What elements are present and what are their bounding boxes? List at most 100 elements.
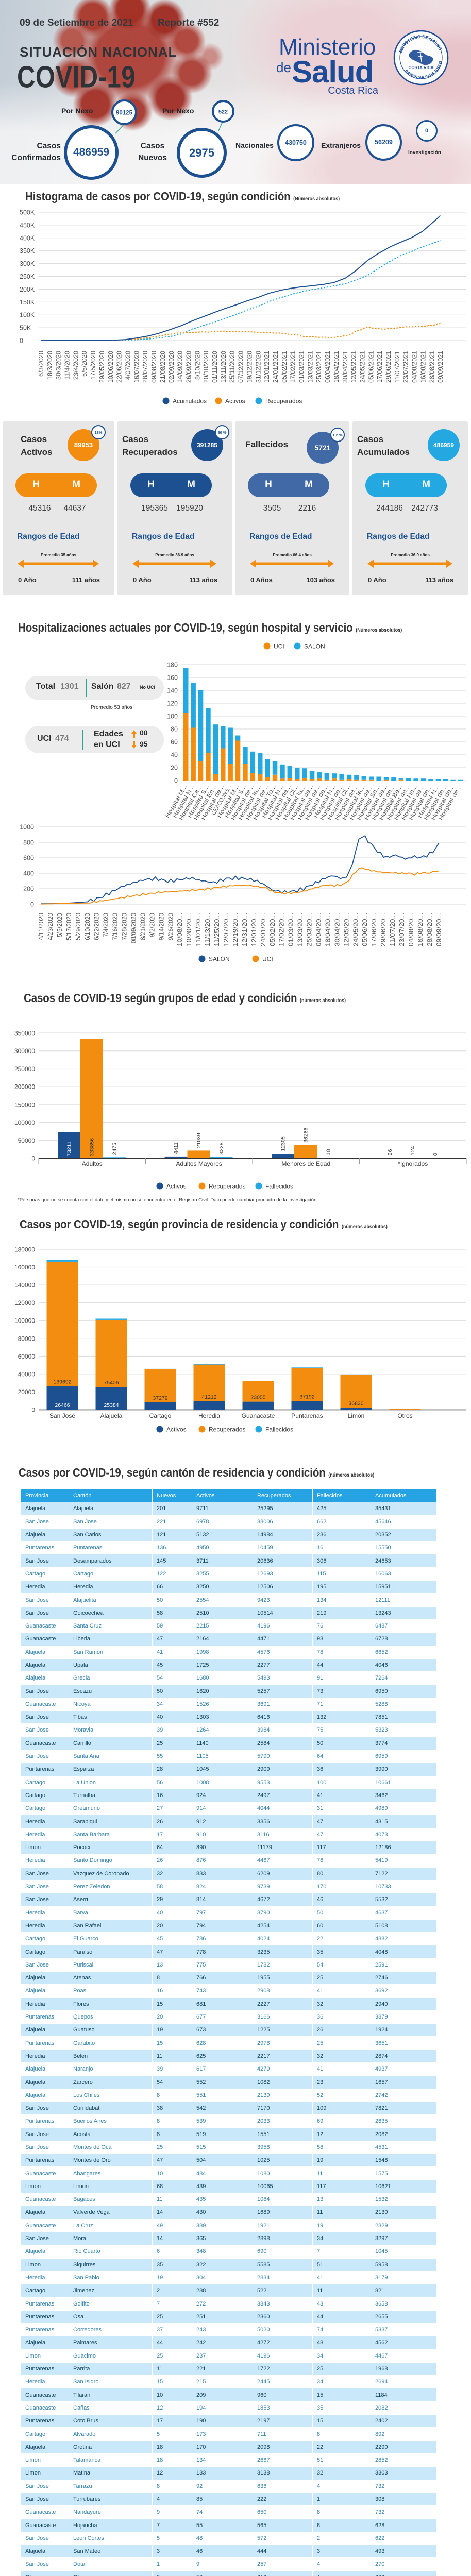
svg-text:4/23/2020: 4/23/2020 <box>47 913 54 940</box>
svg-text:4/11/2020: 4/11/2020 <box>38 913 45 940</box>
svg-text:28/07/2020: 28/07/2020 <box>141 351 149 383</box>
svg-text:200K: 200K <box>20 286 35 293</box>
svg-text:11/4/2020: 11/4/2020 <box>63 351 71 380</box>
svg-text:17/06/20...: 17/06/20... <box>371 913 378 946</box>
svg-text:Activos: Activos <box>166 1183 187 1190</box>
svg-text:400: 400 <box>23 870 34 877</box>
svg-text:0: 0 <box>31 1155 35 1162</box>
svg-text:22/06/2020: 22/06/2020 <box>115 351 123 383</box>
svg-text:21039: 21039 <box>196 1133 202 1148</box>
svg-text:9/26/2020: 9/26/2020 <box>167 913 174 940</box>
svg-text:12/01/2021: 12/01/2021 <box>263 351 271 383</box>
svg-text:522: 522 <box>218 109 228 115</box>
svg-text:31/12/2020: 31/12/2020 <box>254 351 262 383</box>
svg-text:5/17/2020: 5/17/2020 <box>65 913 73 940</box>
svg-text:6/22/2020: 6/22/2020 <box>93 913 100 940</box>
svg-text:12/01/20...: 12/01/20... <box>250 913 258 946</box>
svg-text:500K: 500K <box>20 209 35 216</box>
svg-text:SALÓN: SALÓN <box>304 642 325 650</box>
svg-text:Adultos: Adultos <box>82 1160 103 1167</box>
svg-text:19/12/2020: 19/12/2020 <box>245 351 253 383</box>
svg-text:100: 100 <box>167 713 178 720</box>
svg-text:180000: 180000 <box>14 1246 35 1253</box>
svg-text:9/2/2020: 9/2/2020 <box>148 913 156 937</box>
svg-text:Puntarenas: Puntarenas <box>291 1412 323 1419</box>
svg-text:5/5/2020: 5/5/2020 <box>80 351 88 377</box>
svg-text:350K: 350K <box>20 247 35 255</box>
svg-text:7/4/2020: 7/4/2020 <box>103 913 110 937</box>
svg-text:25/03/20...: 25/03/20... <box>306 913 313 946</box>
svg-text:2475: 2475 <box>112 1143 118 1155</box>
svg-text:29/05/2020: 29/05/2020 <box>98 351 106 383</box>
svg-text:13/11/2020: 13/11/2020 <box>220 351 227 383</box>
svg-text:20/10/2020: 20/10/2020 <box>202 351 210 383</box>
svg-text:40000: 40000 <box>18 1370 36 1378</box>
svg-text:41212: 41212 <box>201 1394 216 1400</box>
svg-text:11/07/2021: 11/07/2021 <box>393 351 401 383</box>
svg-text:16/08/2021: 16/08/2021 <box>419 351 427 383</box>
svg-text:150000: 150000 <box>14 1101 35 1108</box>
svg-text:24/01/20...: 24/01/20... <box>260 913 267 946</box>
svg-text:5/5/2020: 5/5/2020 <box>56 913 63 937</box>
svg-text:120000: 120000 <box>14 1299 35 1307</box>
svg-text:1000: 1000 <box>20 824 34 831</box>
svg-text:Cartago: Cartago <box>149 1412 172 1419</box>
svg-text:UCI: UCI <box>274 643 284 650</box>
svg-text:18: 18 <box>326 1149 332 1155</box>
svg-text:140: 140 <box>167 687 178 694</box>
svg-text:150K: 150K <box>20 299 35 306</box>
svg-text:100000: 100000 <box>14 1317 35 1325</box>
svg-text:28/08/20...: 28/08/20... <box>426 913 433 946</box>
svg-text:26: 26 <box>387 1149 393 1155</box>
svg-text:17/06/2021: 17/06/2021 <box>376 351 383 383</box>
svg-text:Activos: Activos <box>166 1426 187 1433</box>
svg-text:05/02/20...: 05/02/20... <box>269 913 276 946</box>
svg-text:100000: 100000 <box>14 1119 35 1126</box>
svg-text:18/3/2020: 18/3/2020 <box>46 351 54 380</box>
svg-text:12/31/20...: 12/31/20... <box>241 913 248 946</box>
svg-text:30/04/2021: 30/04/2021 <box>341 351 349 383</box>
svg-text:26466: 26466 <box>55 1402 70 1409</box>
svg-text:San José: San José <box>49 1412 75 1419</box>
svg-text:73211: 73211 <box>66 1141 73 1156</box>
svg-text:16/07/2020: 16/07/2020 <box>132 351 140 383</box>
svg-text:20000: 20000 <box>18 1388 36 1396</box>
svg-text:Recuperados: Recuperados <box>209 1183 245 1190</box>
svg-text:24/01/2021: 24/01/2021 <box>272 351 279 383</box>
svg-text:80: 80 <box>171 726 178 733</box>
svg-text:12/19/20...: 12/19/20... <box>232 913 239 946</box>
svg-text:0: 0 <box>31 1406 35 1414</box>
svg-text:60: 60 <box>171 739 178 746</box>
svg-text:25384: 25384 <box>104 1402 119 1409</box>
svg-text:*Ignorados: *Ignorados <box>398 1160 428 1167</box>
svg-text:06/04/20...: 06/04/20... <box>315 913 323 946</box>
svg-text:23/07/20...: 23/07/20... <box>398 913 406 946</box>
svg-text:40: 40 <box>171 752 178 759</box>
svg-text:Guanacaste: Guanacaste <box>242 1412 275 1419</box>
svg-text:21/08/2020: 21/08/2020 <box>159 351 166 383</box>
svg-text:60000: 60000 <box>18 1353 36 1360</box>
svg-text:23055: 23055 <box>250 1395 265 1401</box>
svg-text:250000: 250000 <box>14 1065 35 1073</box>
svg-text:09/09/20...: 09/09/20... <box>435 913 443 946</box>
svg-text:Otros: Otros <box>397 1412 412 1419</box>
svg-text:30/3/2020: 30/3/2020 <box>55 351 62 380</box>
svg-text:Fallecidos: Fallecidos <box>265 1183 293 1190</box>
svg-text:600: 600 <box>23 855 34 862</box>
svg-text:12/07/20...: 12/07/20... <box>223 913 230 946</box>
svg-text:12/05/2021: 12/05/2021 <box>350 351 358 383</box>
svg-text:10/20/20...: 10/20/20... <box>186 913 193 946</box>
svg-text:23/4/2020: 23/4/2020 <box>72 351 79 380</box>
svg-text:09/08/2020: 09/08/2020 <box>150 351 158 383</box>
svg-text:120: 120 <box>167 700 178 707</box>
svg-text:160: 160 <box>167 674 178 682</box>
svg-text:20: 20 <box>171 765 178 772</box>
svg-text:6/3/2020: 6/3/2020 <box>37 351 45 377</box>
svg-text:13/03/2021: 13/03/2021 <box>306 351 314 383</box>
svg-text:28/08/2021: 28/08/2021 <box>428 351 435 383</box>
svg-text:7/16/2020: 7/16/2020 <box>112 913 119 940</box>
svg-text:12305: 12305 <box>280 1136 287 1151</box>
svg-text:30/04/20...: 30/04/20... <box>333 913 341 946</box>
svg-text:18/04/20...: 18/04/20... <box>324 913 331 946</box>
svg-text:09/09/2021: 09/09/2021 <box>436 351 444 383</box>
